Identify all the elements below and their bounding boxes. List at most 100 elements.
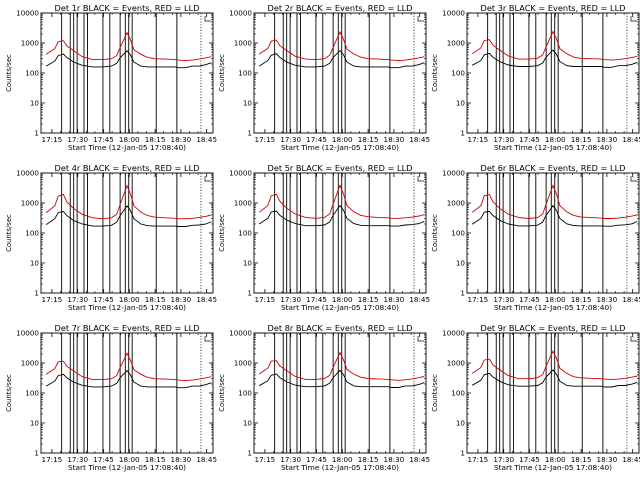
y-tick-label: 10 [243, 259, 253, 268]
plot-frame [253, 12, 427, 134]
y-tick-label: 1000 [234, 359, 253, 368]
panel-det-4: Det 4r BLACK = Events, RED = LLD 1 10 100 10… [5, 163, 217, 312]
x-tick-label: 18:45 [409, 295, 430, 304]
panel-title: Det 2r BLACK = Events, RED = LLD [268, 3, 413, 13]
y-tick-label: 1 [247, 129, 252, 138]
panel-title: Det 8r BLACK = Events, RED = LLD [268, 323, 413, 333]
y-tick-label: 10 [30, 259, 40, 268]
y-axis-label: Counts/sec [218, 54, 226, 92]
x-axis-label: Start Time (12-Jan-05 17:08:40) [281, 303, 399, 312]
series-line-events [471, 204, 638, 227]
plot-frame [40, 12, 214, 134]
y-tick-label: 1000 [234, 39, 253, 48]
x-tick-label: 17:45 [93, 135, 114, 144]
x-tick-label: 18:15 [358, 295, 379, 304]
y-tick-label: 10 [30, 419, 40, 428]
plot-frame [466, 172, 640, 294]
x-tick-label: 17:30 [280, 295, 301, 304]
x-tick-label: 18:30 [384, 455, 405, 464]
series-line-lld [258, 351, 425, 381]
x-axis-label: Start Time (12-Jan-05 17:08:40) [68, 143, 186, 152]
y-axis-label: Counts/sec [5, 214, 13, 252]
x-tick-label: 18:00 [332, 135, 353, 144]
x-tick-label: 18:30 [384, 135, 405, 144]
plot-frame [40, 172, 214, 294]
corner-marker [204, 336, 211, 342]
y-tick-label: 10 [456, 419, 466, 428]
y-tick-label: 1 [247, 449, 252, 458]
y-tick-label: 10 [456, 259, 466, 268]
x-tick-label: 18:00 [119, 295, 140, 304]
x-axis-label: Start Time (12-Jan-05 17:08:40) [494, 143, 612, 152]
x-tick-label: 17:45 [306, 455, 327, 464]
series-line-events [258, 49, 425, 69]
y-tick-label: 100 [451, 229, 465, 238]
x-tick-label: 18:00 [332, 295, 353, 304]
x-tick-label: 17:15 [255, 455, 276, 464]
y-axis-label: Counts/sec [431, 214, 439, 252]
panel-title: Det 3r BLACK = Events, RED = LLD [481, 3, 626, 13]
plot-frame [253, 332, 427, 454]
x-tick-label: 18:00 [545, 295, 566, 304]
x-tick-label: 17:15 [42, 455, 63, 464]
panel-det-1: Det 1r BLACK = Events, RED = LLD 1 10 100 10… [5, 3, 217, 152]
y-tick-label: 100 [451, 389, 465, 398]
y-axis-label: Counts/sec [218, 214, 226, 252]
x-tick-label: 17:15 [468, 295, 489, 304]
series-line-lld [471, 30, 638, 61]
x-tick-label: 17:15 [468, 135, 489, 144]
panel-title: Det 4r BLACK = Events, RED = LLD [55, 163, 200, 173]
x-tick-label: 17:15 [255, 295, 276, 304]
panel-det-9: Det 9r BLACK = Events, RED = LLD 1 10 100 10… [431, 323, 640, 472]
y-tick-label: 1 [460, 449, 465, 458]
y-tick-label: 1 [34, 289, 39, 298]
plot-frame [466, 332, 640, 454]
x-axis-label: Start Time (12-Jan-05 17:08:40) [494, 463, 612, 472]
x-tick-label: 18:30 [597, 295, 618, 304]
panel-det-8: Det 8r BLACK = Events, RED = LLD 1 10 100 10… [218, 323, 430, 472]
x-tick-label: 17:15 [42, 295, 63, 304]
x-tick-label: 17:45 [519, 295, 540, 304]
panel-det-5: Det 5r BLACK = Events, RED = LLD 1 10 100 10… [218, 163, 430, 312]
y-tick-label: 1000 [21, 199, 40, 208]
y-tick-label: 100 [25, 69, 39, 78]
x-tick-label: 18:00 [545, 455, 566, 464]
y-tick-label: 10000 [442, 169, 465, 178]
x-tick-label: 18:15 [571, 455, 592, 464]
corner-marker [417, 336, 424, 342]
panel-title: Det 1r BLACK = Events, RED = LLD [55, 3, 200, 13]
x-tick-label: 18:30 [171, 135, 192, 144]
x-axis-label: Start Time (12-Jan-05 17:08:40) [68, 463, 186, 472]
panel-title: Det 9r BLACK = Events, RED = LLD [481, 323, 626, 333]
plot-frame [40, 332, 214, 454]
y-tick-label: 10000 [442, 9, 465, 18]
series-line-events [471, 49, 638, 68]
series-line-lld [258, 31, 425, 62]
y-tick-label: 1 [34, 449, 39, 458]
panel-title: Det 7r BLACK = Events, RED = LLD [55, 323, 200, 333]
y-tick-label: 10000 [16, 9, 39, 18]
y-tick-label: 1 [460, 289, 465, 298]
y-tick-label: 1 [460, 129, 465, 138]
y-tick-label: 1000 [234, 199, 253, 208]
series-line-lld [471, 184, 638, 219]
x-tick-label: 17:15 [255, 135, 276, 144]
x-tick-label: 18:15 [145, 135, 166, 144]
x-axis-label: Start Time (12-Jan-05 17:08:40) [281, 143, 399, 152]
y-axis-label: Counts/sec [218, 374, 226, 412]
y-tick-label: 10000 [229, 9, 252, 18]
x-tick-label: 17:30 [493, 135, 514, 144]
series-line-lld [258, 184, 425, 219]
series-line-lld [45, 352, 212, 382]
y-tick-label: 100 [451, 69, 465, 78]
y-tick-label: 10000 [229, 169, 252, 178]
y-tick-label: 100 [238, 229, 252, 238]
x-tick-label: 18:45 [622, 135, 640, 144]
x-tick-label: 17:45 [519, 135, 540, 144]
plot-frame [466, 12, 640, 134]
x-tick-label: 18:00 [332, 455, 353, 464]
plot-frame [253, 172, 427, 294]
x-axis-label: Start Time (12-Jan-05 17:08:40) [281, 463, 399, 472]
x-tick-label: 18:30 [597, 455, 618, 464]
